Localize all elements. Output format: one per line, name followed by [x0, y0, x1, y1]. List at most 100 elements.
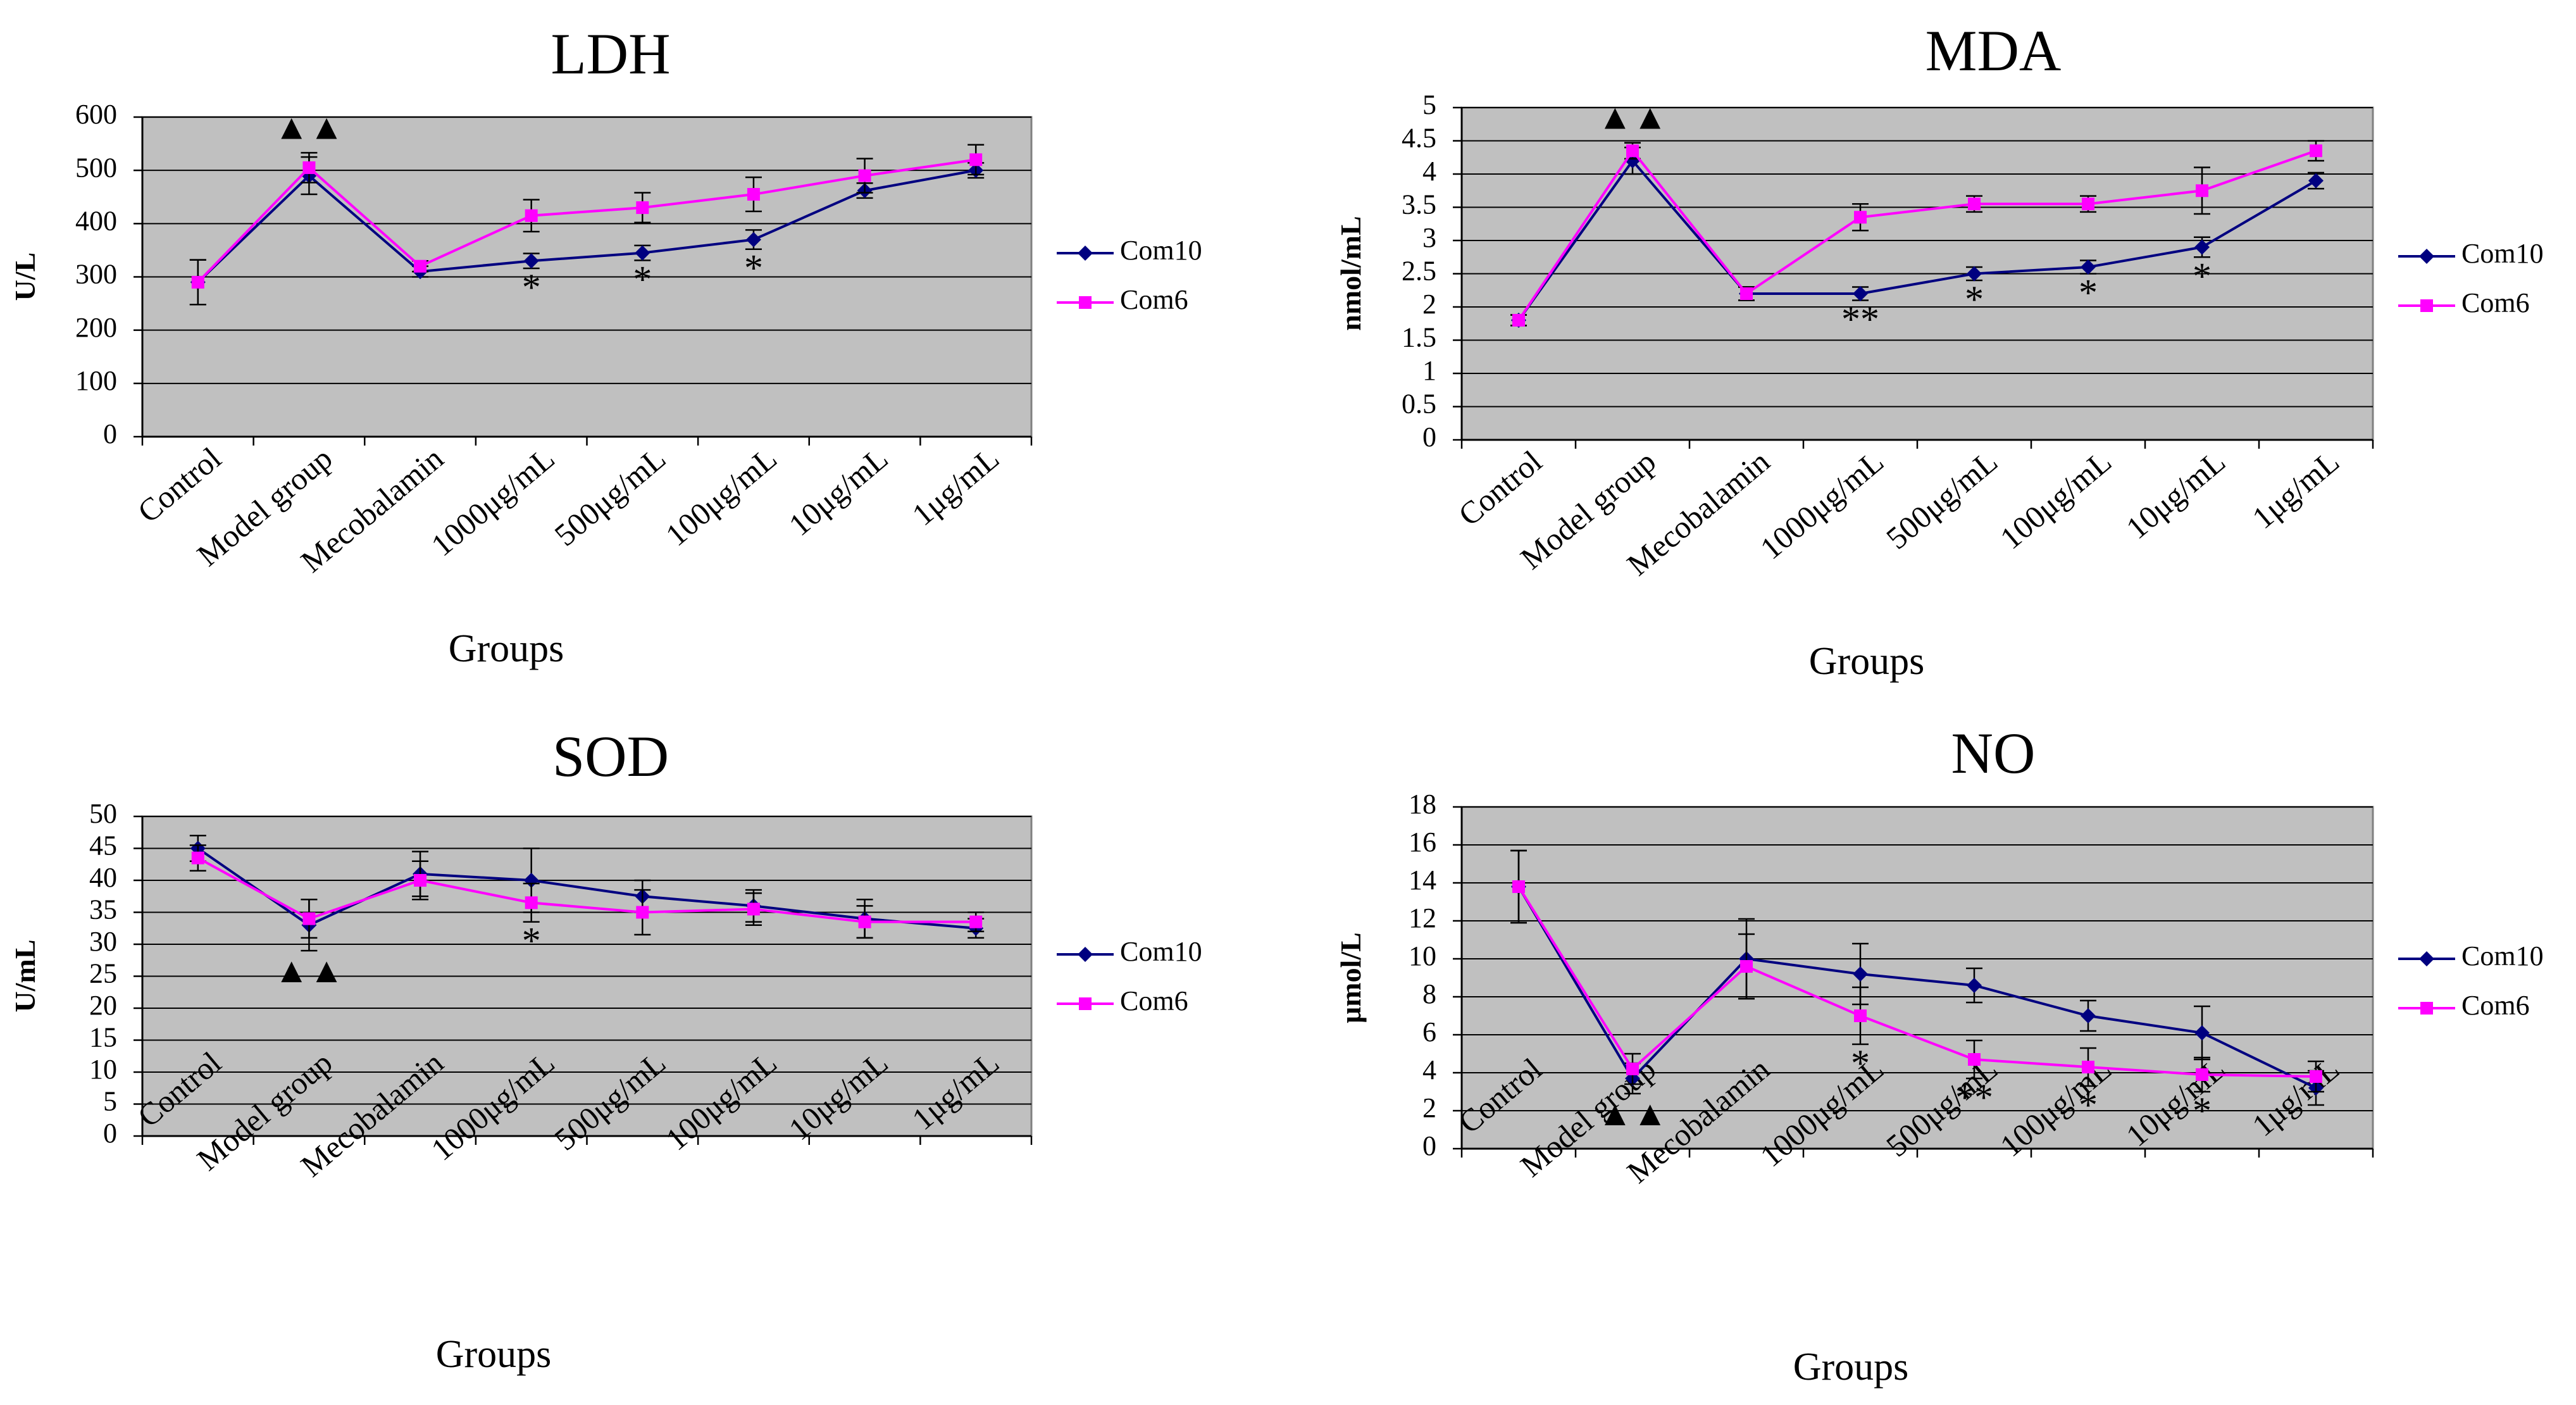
y-tick-label: 14	[1409, 865, 1436, 896]
y-tick-label: 20	[89, 990, 117, 1021]
y-tick-label: 4	[1422, 156, 1436, 187]
chart-title: NO	[1951, 721, 2036, 785]
legend-marker-square	[1079, 296, 1092, 309]
significance-asterisk: *	[2193, 1090, 2212, 1132]
data-point-square	[1740, 960, 1753, 973]
x-axis-label: Groups	[436, 1333, 552, 1376]
data-point-square	[747, 902, 760, 916]
y-tick-label: 30	[89, 926, 117, 957]
data-point-diamond	[635, 245, 650, 261]
legend-label: Com6	[1120, 985, 1188, 1016]
chart-title: LDH	[551, 22, 670, 86]
x-tick-label: 100μg/mL	[1993, 444, 2118, 556]
data-point-square	[1968, 1053, 1981, 1066]
significance-triangles: ▲▲	[1598, 1094, 1668, 1133]
data-point-square	[2082, 1061, 2094, 1073]
data-point-diamond	[2308, 173, 2324, 189]
data-point-diamond	[745, 232, 761, 247]
x-tick-label: Control	[131, 440, 228, 530]
x-tick-label: 1000μg/mL	[425, 440, 561, 563]
x-axis-label: Groups	[1793, 1346, 1909, 1389]
y-tick-label: 50	[89, 798, 117, 829]
data-point-square	[525, 896, 538, 909]
legend-label: Com10	[1120, 936, 1202, 967]
legend-marker-square	[2420, 299, 2433, 312]
y-tick-label: 3	[1422, 222, 1436, 253]
data-point-diamond	[2194, 239, 2210, 255]
data-point-square	[1968, 197, 1981, 211]
legend-marker-diamond	[2419, 951, 2434, 966]
data-point-square	[1740, 287, 1753, 300]
x-axis-label: Groups	[449, 627, 564, 670]
legend-label: Com10	[2461, 940, 2544, 971]
y-axis-label: U/mL	[9, 940, 41, 1013]
y-tick-label: 0	[103, 1118, 117, 1149]
x-tick-label: 1μg/mL	[2245, 444, 2346, 536]
y-tick-label: 25	[89, 958, 117, 989]
series-line	[1517, 148, 2317, 322]
legend-marker-diamond	[2419, 249, 2434, 264]
data-point-diamond	[1967, 978, 1982, 993]
y-axis-label: U/L	[9, 253, 41, 301]
y-tick-label: 100	[75, 365, 117, 396]
significance-triangles: ▲▲	[274, 108, 344, 147]
legend-marker-diamond	[1078, 246, 1093, 261]
data-point-square	[2310, 1070, 2322, 1083]
y-tick-label: 5	[1422, 89, 1436, 120]
x-tick-label: 500μg/mL	[547, 440, 672, 553]
y-tick-label: 16	[1409, 827, 1436, 858]
plot-area	[1460, 806, 2374, 1150]
y-tick-label: 6	[1422, 1016, 1436, 1047]
y-tick-label: 400	[75, 205, 117, 236]
data-point-square	[191, 851, 204, 865]
data-point-diamond	[523, 253, 539, 269]
legend-label: Com10	[2461, 238, 2544, 269]
data-point-square	[191, 275, 204, 289]
data-point-square	[1512, 880, 1525, 893]
significance-asterisk: **	[1841, 299, 1879, 340]
y-tick-label: 8	[1422, 978, 1436, 1009]
legend-label: Com6	[1120, 284, 1188, 315]
data-point-square	[747, 188, 760, 201]
significance-triangles: ▲▲	[1598, 98, 1668, 137]
x-tick-label: 500μg/mL	[1879, 444, 2004, 556]
significance-triangles: ▲▲	[274, 951, 344, 990]
y-axis-label: nmol/mL	[1335, 216, 1367, 330]
data-point-diamond	[2081, 259, 2096, 275]
x-tick-label: 10μg/mL	[782, 440, 895, 543]
x-tick-label: 1000μg/mL	[1753, 444, 1890, 566]
significance-asterisk: *	[2193, 255, 2212, 297]
data-point-square	[1626, 1063, 1639, 1075]
legend-marker-diamond	[1078, 947, 1093, 962]
y-tick-label: 1.5	[1402, 322, 1436, 353]
significance-asterisk: *	[2079, 1084, 2098, 1126]
data-point-square	[2082, 197, 2094, 211]
y-tick-label: 10	[1409, 940, 1436, 971]
series-line	[197, 856, 976, 923]
y-tick-label: 40	[89, 862, 117, 893]
data-point-square	[858, 915, 871, 928]
x-tick-label: 10μg/mL	[2119, 444, 2232, 546]
data-point-square	[302, 161, 316, 174]
data-point-square	[1854, 211, 1867, 224]
data-point-square	[414, 874, 427, 887]
y-tick-label: 0	[103, 418, 117, 449]
y-tick-label: 2	[1422, 1092, 1436, 1123]
significance-asterisk: **	[1955, 1077, 1993, 1118]
y-tick-label: 2.5	[1402, 256, 1436, 287]
data-point-square	[1626, 144, 1639, 158]
series-com6	[189, 844, 985, 939]
data-point-square	[302, 912, 316, 925]
significance-asterisk: *	[1965, 278, 1984, 320]
series-com6	[1510, 140, 2324, 327]
significance-asterisk: *	[522, 920, 541, 962]
data-point-diamond	[2081, 1008, 2096, 1023]
chart-title: MDA	[1926, 18, 2062, 83]
data-point-square	[636, 201, 649, 215]
data-point-square	[1512, 314, 1525, 327]
data-point-square	[969, 915, 983, 928]
